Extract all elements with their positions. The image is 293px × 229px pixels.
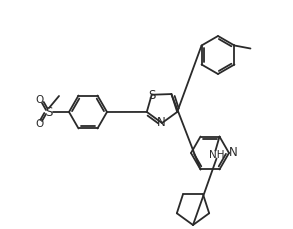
Text: N: N [157,115,165,128]
Text: N: N [229,147,237,160]
Text: O: O [35,95,43,105]
Text: S: S [148,89,155,102]
Text: S: S [45,106,53,118]
Text: NH: NH [209,150,224,160]
Text: O: O [35,119,43,129]
